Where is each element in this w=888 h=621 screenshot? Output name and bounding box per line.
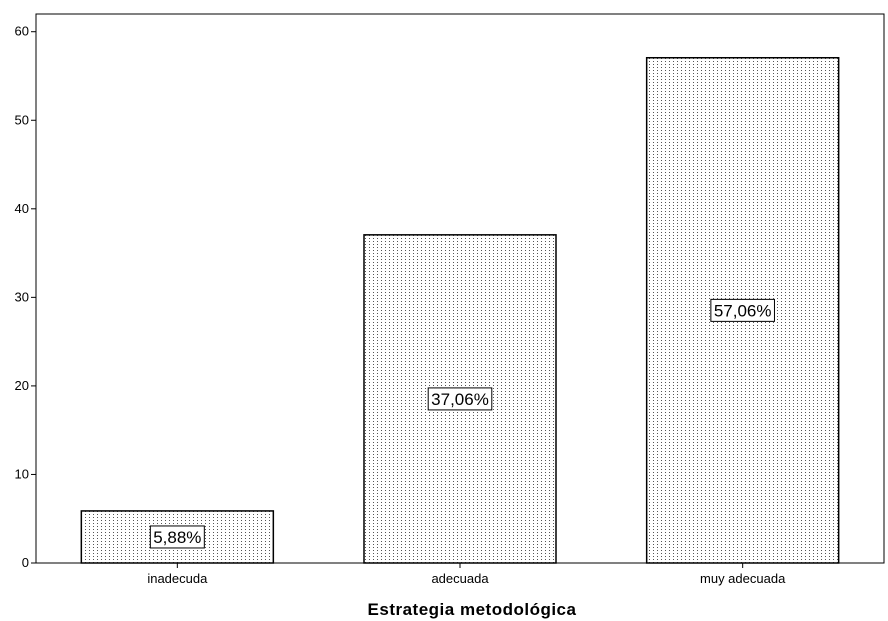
data-label: 57,06% [714,301,772,320]
y-tick-label: 10 [15,466,29,481]
y-tick-label: 0 [22,555,29,570]
data-label: 37,06% [431,390,489,409]
data-label-box [710,298,775,322]
y-axis: 0 10 20 30 40 50 60 [15,24,36,570]
data-label: 5,88% [153,528,201,547]
bars: 5,88% 37,06% 57,06% [80,56,840,564]
y-tick-label: 50 [15,112,29,127]
y-tick-label: 40 [15,201,29,216]
x-tick-label: inadecuda [147,571,208,586]
x-tick-label: adecuada [431,571,489,586]
y-tick-label: 30 [15,289,29,304]
y-tick-label: 60 [15,24,29,39]
data-label-box [149,525,205,549]
data-label-box [427,387,493,411]
x-axis: inadecuda adecuada muy adecuada [147,563,786,586]
y-tick-label: 20 [15,378,29,393]
x-tick-label: muy adecuada [700,571,786,586]
x-axis-title: Estrategia metodológica [368,600,577,619]
